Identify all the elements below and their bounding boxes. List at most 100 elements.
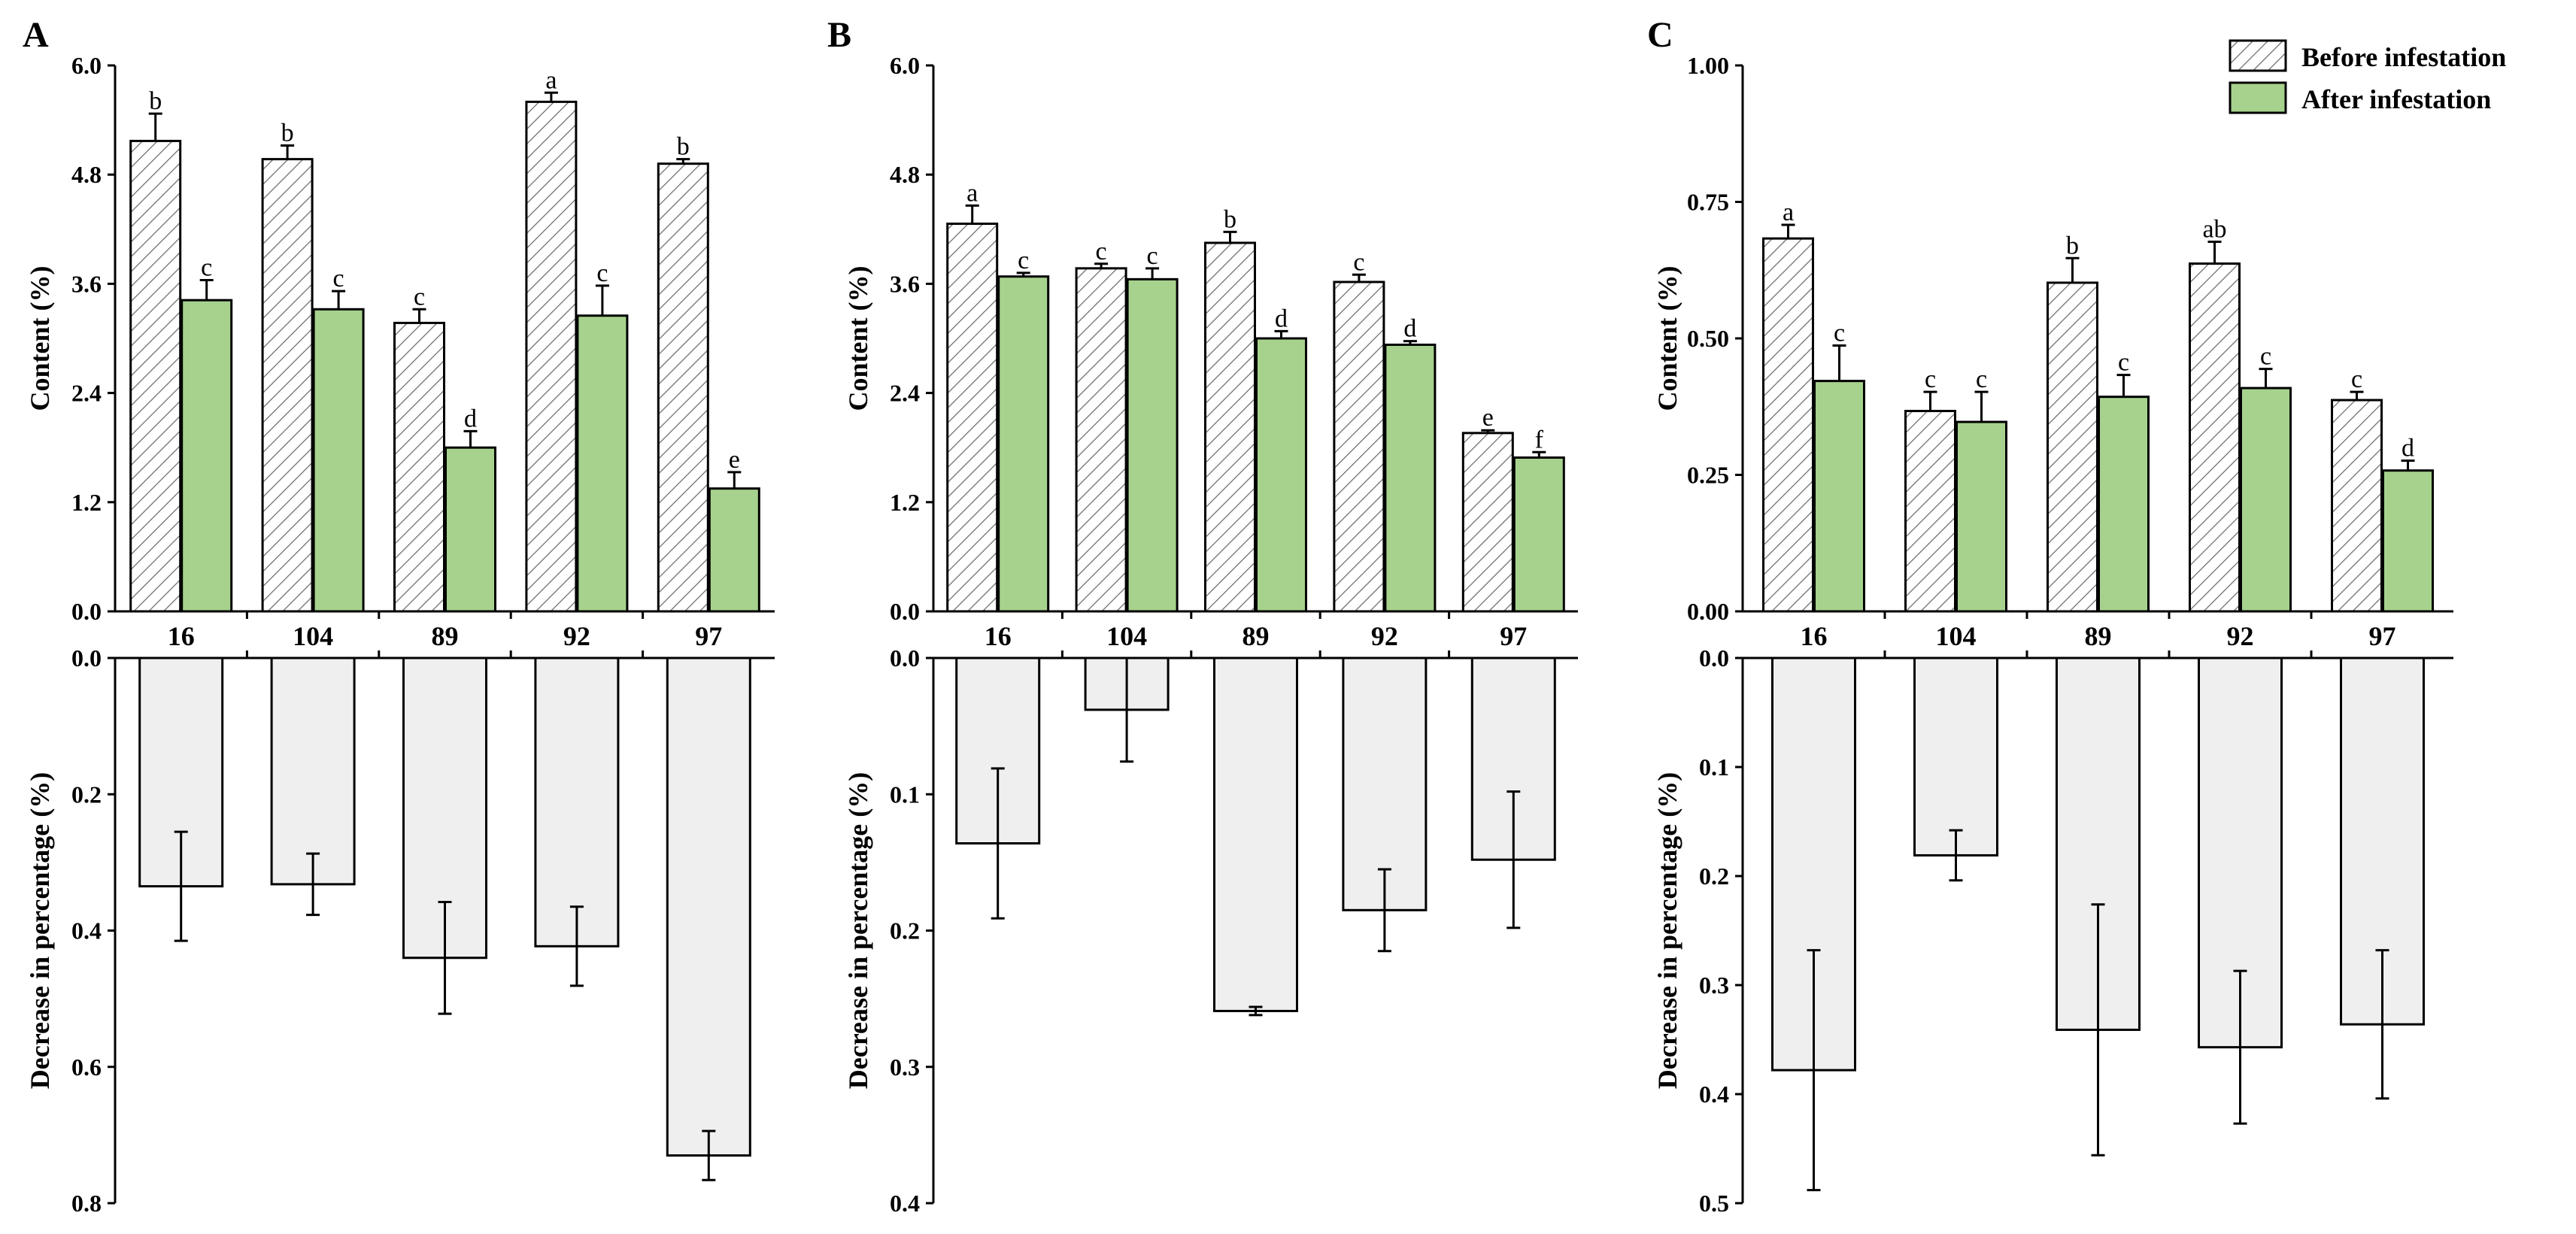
bar-after-a-2 <box>445 446 496 613</box>
category-label-c-3: 92 <box>2227 621 2254 651</box>
bar-after-a-1 <box>312 308 365 613</box>
bar-after-c-1 <box>1956 420 2007 613</box>
category-label-b-1: 104 <box>1106 621 1147 651</box>
sig-letter-after-a-2: d <box>464 405 477 432</box>
sig-letter-after-b-4: f <box>1535 426 1544 453</box>
bar-before-a-4 <box>657 162 709 613</box>
panel-letter-a: A <box>23 15 49 55</box>
sig-letter-before-a-2: c <box>414 283 425 311</box>
sig-letter-before-c-4: c <box>2351 365 2362 393</box>
sig-letter-after-b-2: d <box>1275 305 1288 332</box>
sig-letter-before-c-3: ab <box>2202 215 2226 243</box>
category-label-a-4: 97 <box>695 621 722 651</box>
sig-letter-after-b-1: c <box>1147 242 1158 270</box>
bar-after-c-4 <box>2382 469 2434 613</box>
bottom-y-tick-label-a-3: 0.6 <box>71 1054 102 1081</box>
panel-letter-b: B <box>827 15 851 55</box>
top-y-tick-label-b-0: 0.0 <box>890 598 920 625</box>
bar-after-a-3 <box>576 314 629 613</box>
top-y-title-a: Content (%) <box>25 266 55 411</box>
decrease-bar-c-1 <box>1913 656 1998 857</box>
category-label-a-3: 92 <box>563 621 590 651</box>
category-label-b-2: 89 <box>1242 621 1270 651</box>
bar-after-b-4 <box>1513 456 1565 613</box>
top-y-tick-label-c-1: 0.25 <box>1687 462 1729 489</box>
bar-before-a-3 <box>525 100 578 613</box>
bar-before-b-4 <box>1461 432 1514 613</box>
category-label-b-4: 97 <box>1500 621 1527 651</box>
top-y-tick-label-b-1: 1.2 <box>890 489 920 516</box>
panel-letter-c: C <box>1647 15 1673 55</box>
decrease-bar-b-2 <box>1213 656 1298 1012</box>
sig-letter-before-a-4: b <box>677 133 690 161</box>
bottom-y-tick-label-c-2: 0.2 <box>1699 863 1729 890</box>
bottom-y-tick-label-a-4: 0.8 <box>71 1190 102 1217</box>
bar-after-b-3 <box>1384 343 1437 613</box>
bar-before-c-4 <box>2331 399 2383 613</box>
bar-after-a-0 <box>181 299 233 613</box>
bar-before-c-2 <box>2047 281 2098 613</box>
legend: Before infestation After infestation <box>2229 39 2506 114</box>
sig-letter-after-a-1: c <box>333 265 344 293</box>
bottom-y-tick-label-c-1: 0.1 <box>1699 753 1729 781</box>
sig-letter-before-b-4: e <box>1482 404 1494 432</box>
top-y-tick-label-a-4: 4.8 <box>71 161 102 188</box>
bottom-y-tick-label-b-1: 0.1 <box>890 781 920 808</box>
category-label-a-2: 89 <box>432 621 459 651</box>
bar-before-c-0 <box>1762 237 1814 613</box>
legend-label-after: After infestation <box>2301 84 2491 114</box>
bar-before-b-3 <box>1333 280 1385 613</box>
bar-after-c-0 <box>1813 380 1865 613</box>
sig-letter-before-b-3: c <box>1353 248 1364 276</box>
bottom-y-tick-label-a-1: 0.2 <box>71 781 102 808</box>
top-y-tick-label-a-3: 3.6 <box>71 270 102 297</box>
sig-letter-after-a-4: e <box>729 446 740 474</box>
sig-letter-before-c-2: b <box>2066 232 2079 259</box>
category-label-a-1: 104 <box>293 621 333 651</box>
bar-before-c-1 <box>1904 410 1956 613</box>
bottom-y-tick-label-b-2: 0.2 <box>890 917 920 944</box>
sig-letter-before-a-3: a <box>545 66 557 94</box>
sig-letter-before-b-0: a <box>966 179 978 207</box>
sig-letter-after-c-3: c <box>2260 343 2271 371</box>
bar-before-b-1 <box>1075 267 1127 613</box>
bottom-y-tick-label-a-2: 0.4 <box>71 917 102 944</box>
sig-letter-after-a-3: c <box>596 259 608 287</box>
legend-label-before: Before infestation <box>2301 42 2506 72</box>
sig-letter-after-b-3: d <box>1403 315 1416 343</box>
sig-letter-before-b-1: c <box>1096 238 1107 265</box>
sig-letter-before-b-2: b <box>1224 205 1236 233</box>
bar-after-b-1 <box>1126 277 1179 613</box>
category-label-b-3: 92 <box>1371 621 1398 651</box>
sig-letter-before-c-0: a <box>1783 199 1794 226</box>
legend-swatch-before <box>2229 39 2287 72</box>
sig-letter-before-a-1: b <box>281 119 294 147</box>
top-y-tick-label-c-0: 0.00 <box>1687 598 1729 625</box>
decrease-bar-a-1 <box>270 656 356 886</box>
bar-after-c-3 <box>2240 387 2292 613</box>
bar-after-c-2 <box>2098 396 2150 613</box>
bottom-y-tick-label-b-0: 0.0 <box>890 644 920 672</box>
bottom-y-tick-label-c-5: 0.5 <box>1699 1190 1729 1217</box>
top-y-tick-label-b-3: 3.6 <box>890 270 920 297</box>
top-y-tick-label-a-1: 1.2 <box>71 489 102 516</box>
decrease-bar-c-4 <box>2340 656 2425 1026</box>
bottom-y-title-b: Decrease in percentage (%) <box>843 772 873 1090</box>
bottom-y-title-c: Decrease in percentage (%) <box>1652 772 1682 1090</box>
category-label-c-0: 16 <box>1801 621 1828 651</box>
category-label-c-1: 104 <box>1936 621 1977 651</box>
sig-letter-after-c-4: d <box>2402 435 2414 462</box>
sig-letter-after-c-1: c <box>1976 365 1987 393</box>
sig-letter-after-a-0: c <box>201 254 212 282</box>
bottom-y-tick-label-a-0: 0.0 <box>71 644 102 672</box>
top-y-title-c: Content (%) <box>1652 266 1682 411</box>
bar-before-c-3 <box>2189 262 2241 613</box>
bar-before-b-0 <box>946 223 999 613</box>
sig-letter-after-c-2: c <box>2118 349 2129 377</box>
top-y-tick-label-a-0: 0.0 <box>71 598 102 625</box>
top-y-title-b: Content (%) <box>843 266 873 411</box>
decrease-bar-a-4 <box>666 656 751 1157</box>
top-y-tick-label-b-5: 6.0 <box>890 52 920 79</box>
bottom-y-tick-label-c-4: 0.4 <box>1699 1081 1729 1108</box>
